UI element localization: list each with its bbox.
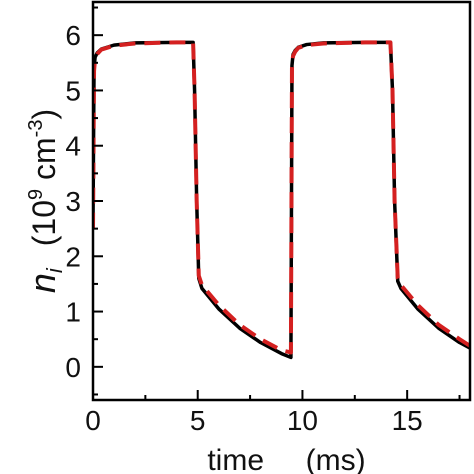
svg-text:ni(109 cm-3): ni (109 cm-3) <box>22 89 67 321</box>
x-tick-label: 0 <box>85 405 101 436</box>
y-axis-label-unit-exp1: 9 <box>25 189 47 200</box>
series-line-black-solid <box>93 40 470 360</box>
y-tick-label: 1 <box>65 297 81 328</box>
plot-area <box>93 40 470 360</box>
y-axis-label-unit-mid: cm <box>26 137 62 189</box>
x-axis-label: time (ms) <box>207 444 365 474</box>
y-axis-label-symbol: n <box>22 273 63 293</box>
y-axis-label: ni (109 cm-3) <box>22 89 67 321</box>
x-tick-label: 15 <box>392 405 423 436</box>
y-axis-label-unit-prefix: (10 <box>26 200 62 246</box>
series-line-red-dashed <box>93 40 470 355</box>
y-axis-label-unit-exp2: -3 <box>25 120 47 138</box>
y-tick-label: 3 <box>65 186 81 217</box>
y-tick-label: 5 <box>65 75 81 106</box>
plot-frame <box>91 0 472 402</box>
y-tick-label: 0 <box>65 352 81 383</box>
y-tick-label: 2 <box>65 241 81 272</box>
y-axis-label-unit-suffix: ) <box>26 109 62 120</box>
y-axis-label-subscript: i <box>42 267 67 273</box>
axis-ticks <box>92 6 461 400</box>
axis-tick-labels: 0 5 10 15 0 1 2 3 4 5 6 <box>65 20 422 436</box>
y-tick-label: 4 <box>65 131 81 162</box>
x-tick-label: 10 <box>287 405 318 436</box>
y-tick-label: 6 <box>65 20 81 51</box>
x-tick-label: 5 <box>190 405 206 436</box>
